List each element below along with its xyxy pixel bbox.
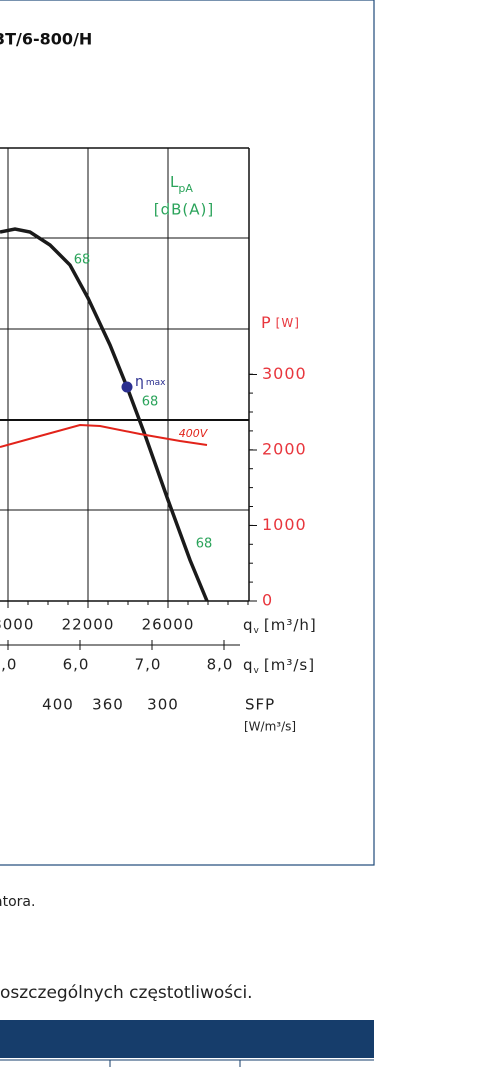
label-unit: [m³/s] <box>264 656 315 674</box>
label-unit: [W] <box>276 316 300 330</box>
sfp-label: SFP <box>245 696 275 714</box>
lpa-value: 68 <box>196 537 213 552</box>
label-symbol: q <box>243 616 254 634</box>
label-unit: [m³/h] <box>264 616 317 634</box>
x2-tick-label: 5,0 <box>0 656 17 674</box>
lpa-value: 68 <box>142 395 159 410</box>
y-tick-label: 0 <box>262 591 273 610</box>
x-tick-label: 26000 <box>142 616 195 634</box>
title: 3T/6-800/H <box>0 30 92 49</box>
series-label: 400V <box>179 427 209 440</box>
label-symbol: q <box>243 656 254 674</box>
x2-tick-label: 8,0 <box>207 656 234 674</box>
curve <box>0 227 209 602</box>
sfp-value: 400 <box>42 696 74 714</box>
y-tick-label: 3000 <box>262 364 307 383</box>
curve <box>0 423 208 448</box>
sfp-unit: [W/m³/s] <box>244 720 296 734</box>
eta-label: η max <box>135 374 166 390</box>
x-tick-label: 18000 <box>0 616 34 634</box>
sfp-value: 360 <box>92 696 124 714</box>
x2-tick-label: 7,0 <box>135 656 162 674</box>
note: atora. <box>0 894 35 910</box>
label-sub: v <box>254 626 260 636</box>
label-sub: v <box>254 666 260 676</box>
grid <box>0 147 250 646</box>
label-sub: max <box>146 378 166 388</box>
axis-label: qv [m³/h] <box>243 616 317 636</box>
label-symbol: η <box>135 374 144 390</box>
sfp-value: 300 <box>147 696 179 714</box>
y-tick-label: 2000 <box>262 440 307 459</box>
frame <box>0 0 375 866</box>
axis-label: qv [m³/s] <box>243 656 315 676</box>
x2-tick-label: 6,0 <box>63 656 90 674</box>
lpa-unit: [dB(A)] <box>154 201 214 219</box>
note: oszczególnych częstotliwości. <box>0 983 253 1003</box>
label-sub: pA <box>178 182 193 195</box>
table-header <box>0 1020 374 1058</box>
lpa-value: 68 <box>74 253 91 268</box>
y-tick-label: 1000 <box>262 515 307 534</box>
axis-label: P [W] <box>261 313 300 332</box>
lpa-label: LpA <box>170 173 193 196</box>
label-symbol: P <box>261 313 272 332</box>
label-symbol: L <box>170 173 179 191</box>
x-tick-label: 22000 <box>62 616 115 634</box>
eta-point <box>121 381 133 393</box>
